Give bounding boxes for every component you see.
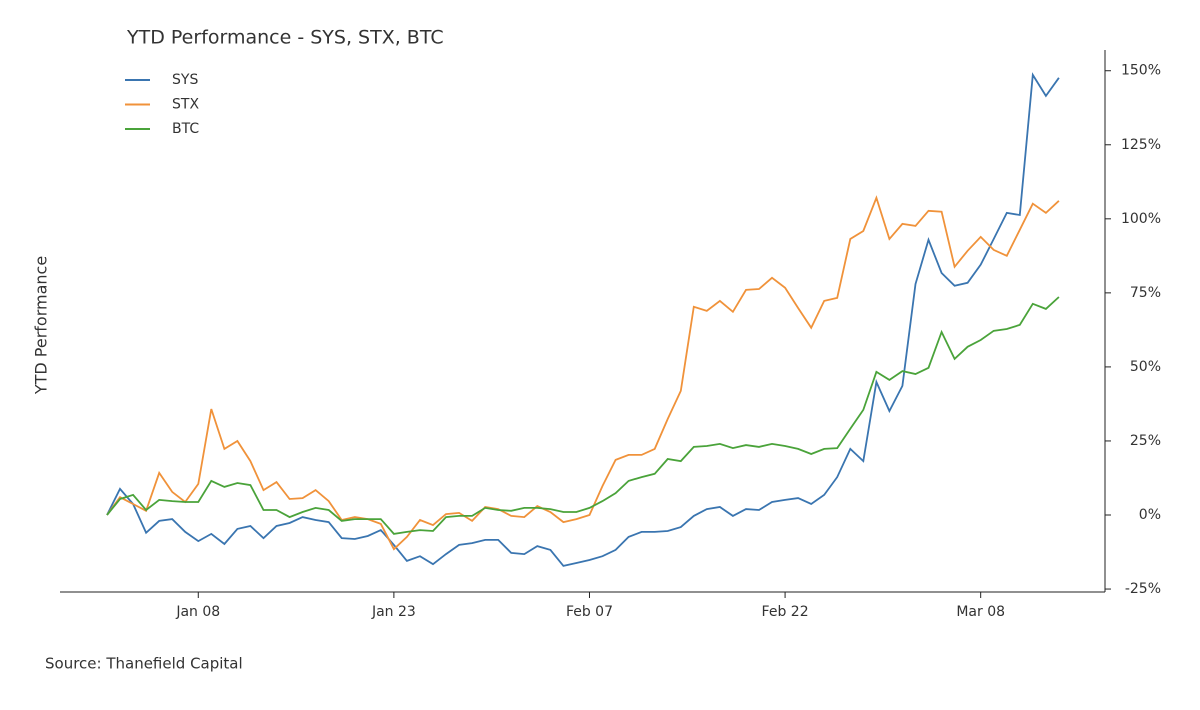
legend-label: SYS [172, 72, 198, 88]
y-axis-label: YTD Performance [32, 256, 51, 395]
y-tick-label: 0% [1139, 507, 1161, 523]
series-line [106, 195, 1060, 551]
y-tick-label: 150% [1121, 63, 1161, 79]
series-line [106, 296, 1060, 535]
x-tick-label: Feb 07 [566, 604, 613, 620]
legend-label: BTC [172, 121, 199, 137]
legend-label: STX [172, 97, 199, 113]
chart-title: YTD Performance - SYS, STX, BTC [126, 27, 444, 49]
y-tick-label: 25% [1130, 433, 1161, 449]
source-note: Source: Thanefield Capital [45, 655, 243, 673]
y-tick-label: -25% [1125, 581, 1161, 597]
y-tick-label: 125% [1121, 137, 1161, 153]
x-tick-label: Jan 23 [371, 604, 416, 620]
series-line [106, 72, 1060, 567]
y-tick-label: 75% [1130, 285, 1161, 301]
y-tick-label: 100% [1121, 211, 1161, 227]
y-tick-label: 50% [1130, 359, 1161, 375]
x-tick-label: Feb 22 [762, 604, 809, 620]
x-tick-label: Jan 08 [175, 604, 220, 620]
x-tick-label: Mar 08 [956, 604, 1005, 620]
